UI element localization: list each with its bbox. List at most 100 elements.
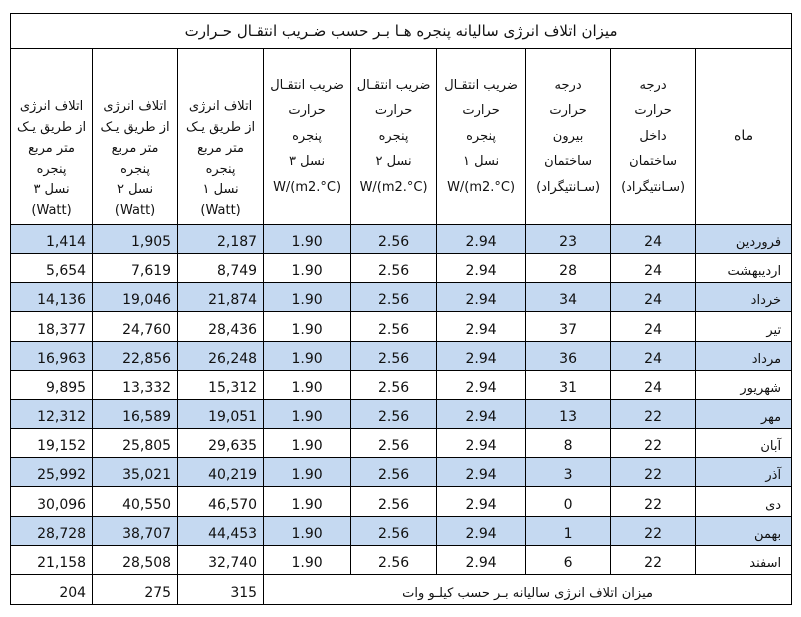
temp-outside-cell: 37 [525,311,612,342]
title-row: میزان اتلاف انرژی سالیانه پنجره هـا بـر … [9,13,793,49]
u-gen2-cell: 2.56 [350,428,438,459]
temp-outside-cell: 1 [525,515,612,546]
temp-outside-cell: 23 [525,223,612,255]
loss-gen1-cell: 8,749 [177,253,265,284]
header-line: بیرون [552,128,584,144]
header-line: اتلاف انرژی [19,99,84,115]
u-gen2-cell: 2.56 [350,282,438,313]
header-line: پنجره [378,128,409,144]
total-label: میزان اتلاف انرژی سالیانه بـر حسب کیلـو … [263,574,793,605]
table-row: دی 22 0 2.94 2.56 1.90 46,570 40,550 30,096 [9,486,793,517]
loss-gen2-cell: 22,856 [92,340,179,371]
loss-gen2-cell: 16,589 [92,398,179,430]
temp-inside-cell: 22 [610,398,697,430]
loss-gen2-cell: 13,332 [92,369,179,400]
u-gen2-cell: 2.56 [350,398,438,430]
u-gen3-cell: 1.90 [263,223,352,255]
table-row: خرداد 24 34 2.94 2.56 1.90 21,874 19,046 14,136 [9,282,793,313]
total-gen1: 315 [177,574,265,605]
header-line: درجه [639,78,667,94]
loss-gen2-cell: 38,707 [92,515,179,546]
u-gen1-cell: 2.94 [436,398,527,430]
u-gen2-cell: 2.56 [350,515,438,546]
header-line: نسل ۳ [33,182,70,198]
header-month: ماه [695,48,793,225]
temp-inside-cell: 24 [610,311,697,342]
header-unit: W/(m2.°C) [359,179,428,195]
temp-outside-cell: 0 [525,486,612,517]
u-gen3-cell: 1.90 [263,515,352,546]
u-gen2-cell: 2.56 [350,369,438,400]
header-line: ضریب انتقـال [444,78,518,94]
month-cell: شهریور [695,369,793,400]
u-gen1-cell: 2.94 [436,311,527,342]
loss-gen1-cell: 40,219 [177,457,265,488]
loss-gen2-cell: 1,905 [92,223,179,255]
temp-inside-cell: 22 [610,428,697,459]
u-gen1-cell: 2.94 [436,486,527,517]
month-cell: بهمن [695,515,793,546]
header-unit: (Watt) [114,203,156,219]
u-gen2-cell: 2.56 [350,340,438,371]
header-row: ماه درجه حرارت داخل ساختمان (سـانتیگراد)… [9,48,793,225]
temp-inside-cell: 24 [610,340,697,371]
header-line: حرارت [634,103,672,119]
u-gen1-cell: 2.94 [436,515,527,546]
month-cell: تیر [695,311,793,342]
month-cell: مهر [695,398,793,430]
header-line: متر مربع [197,140,245,156]
u-gen3-cell: 1.90 [263,398,352,430]
table-row: اسفند 22 6 2.94 2.56 1.90 32,740 28,508 21,158 [9,544,793,576]
month-cell: اردیبهشت [695,253,793,284]
temp-outside-cell: 28 [525,253,612,284]
header-line: حرارت [374,103,413,119]
month-cell: آبان [695,428,793,459]
header-temp-inside: درجه حرارت داخل ساختمان (سـانتیگراد) [610,48,697,225]
temp-outside-cell: 13 [525,398,612,430]
header-loss-gen2: اتلاف انرژی از طریق یـک متر مربع پنجره ن… [92,48,179,225]
loss-gen1-cell: 29,635 [177,428,265,459]
header-unit: W/(m2.°C) [273,179,342,195]
header-line: متر مربع [111,140,159,156]
loss-gen1-cell: 32,740 [177,544,265,576]
u-gen3-cell: 1.90 [263,457,352,488]
header-line: ساختمان [544,154,592,170]
header-line: نسل ۱ [202,182,239,198]
month-cell: فروردین [695,223,793,255]
loss-gen2-cell: 28,508 [92,544,179,576]
table-row: آبان 22 8 2.94 2.56 1.90 29,635 25,805 19,152 [9,428,793,459]
u-gen1-cell: 2.94 [436,544,527,576]
temp-outside-cell: 34 [525,282,612,313]
u-gen1-cell: 2.94 [436,223,527,255]
loss-gen3-cell: 14,136 [9,282,94,313]
u-gen3-cell: 1.90 [263,544,352,576]
header-line: (سـانتیگراد) [536,179,601,195]
loss-gen3-cell: 18,377 [9,311,94,342]
header-line: نسل ۲ [116,182,154,198]
energy-loss-table: میزان اتلاف انرژی سالیانه پنجره هـا بـر … [9,13,793,605]
u-gen3-cell: 1.90 [263,369,352,400]
u-gen2-cell: 2.56 [350,223,438,255]
loss-gen2-cell: 19,046 [92,282,179,313]
loss-gen1-cell: 26,248 [177,340,265,371]
u-gen2-cell: 2.56 [350,486,438,517]
header-line: از طریق یـک [185,120,256,136]
month-cell: دی [695,486,793,517]
month-cell: آذر [695,457,793,488]
u-gen1-cell: 2.94 [436,457,527,488]
loss-gen3-cell: 19,152 [9,428,94,459]
loss-gen1-cell: 19,051 [177,398,265,430]
temp-outside-cell: 8 [525,428,612,459]
header-line: اتلاف انرژی [103,99,167,115]
temp-outside-cell: 31 [525,369,612,400]
header-line: پنجره [205,161,236,177]
loss-gen3-cell: 12,312 [9,398,94,430]
table-row: بهمن 22 1 2.94 2.56 1.90 44,453 38,707 28,728 [9,515,793,546]
header-line: حرارت [288,103,326,119]
u-gen3-cell: 1.90 [263,428,352,459]
header-line: اتلاف انرژی [188,99,253,115]
header-line: نسل ۳ [288,154,326,170]
header-temp-outside: درجه حرارت بیرون ساختمان (سـانتیگراد) [525,48,612,225]
loss-gen2-cell: 7,619 [92,253,179,284]
loss-gen2-cell: 25,805 [92,428,179,459]
